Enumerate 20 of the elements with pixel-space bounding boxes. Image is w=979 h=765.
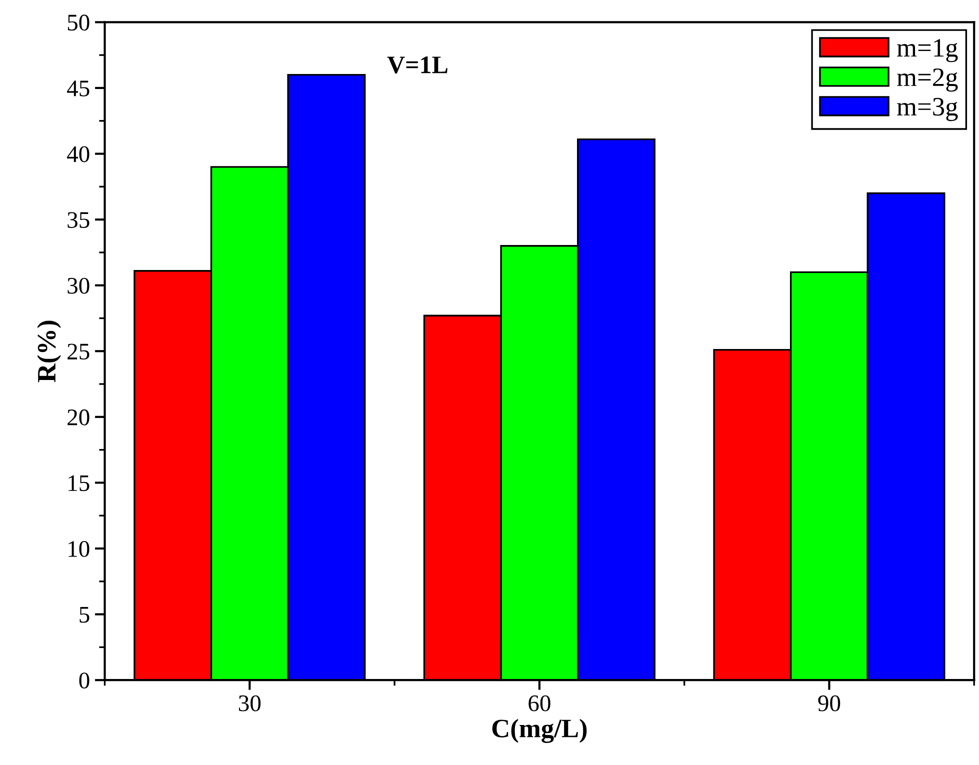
x-tick-label: 30 bbox=[238, 695, 261, 712]
y-tick-label: 50 bbox=[68, 14, 90, 31]
x-tick-label: 60 bbox=[528, 695, 550, 712]
legend-label: m=1g bbox=[897, 39, 958, 62]
y-tick-label: 15 bbox=[68, 475, 90, 492]
y-tick-label: 10 bbox=[68, 540, 90, 557]
y-tick-label: 35 bbox=[68, 212, 90, 228]
x-tick-label: 90 bbox=[818, 695, 840, 712]
y-tick-label: 5 bbox=[80, 607, 90, 623]
y-tick-label: 20 bbox=[68, 409, 90, 426]
y-tick-label: 45 bbox=[67, 80, 90, 96]
y-tick-label: 30 bbox=[68, 278, 90, 294]
x-axis-title: C(mg/L) bbox=[492, 718, 587, 743]
legend-label: m=3g bbox=[897, 98, 958, 122]
y-tick-label: 0 bbox=[79, 672, 90, 689]
y-axis-title: R(%) bbox=[37, 320, 62, 382]
legend-label: m=2g bbox=[897, 68, 958, 92]
text: V=1L bbox=[387, 56, 448, 74]
y-tick-label: 25 bbox=[68, 344, 90, 360]
y-tick-label: 40 bbox=[67, 146, 90, 162]
